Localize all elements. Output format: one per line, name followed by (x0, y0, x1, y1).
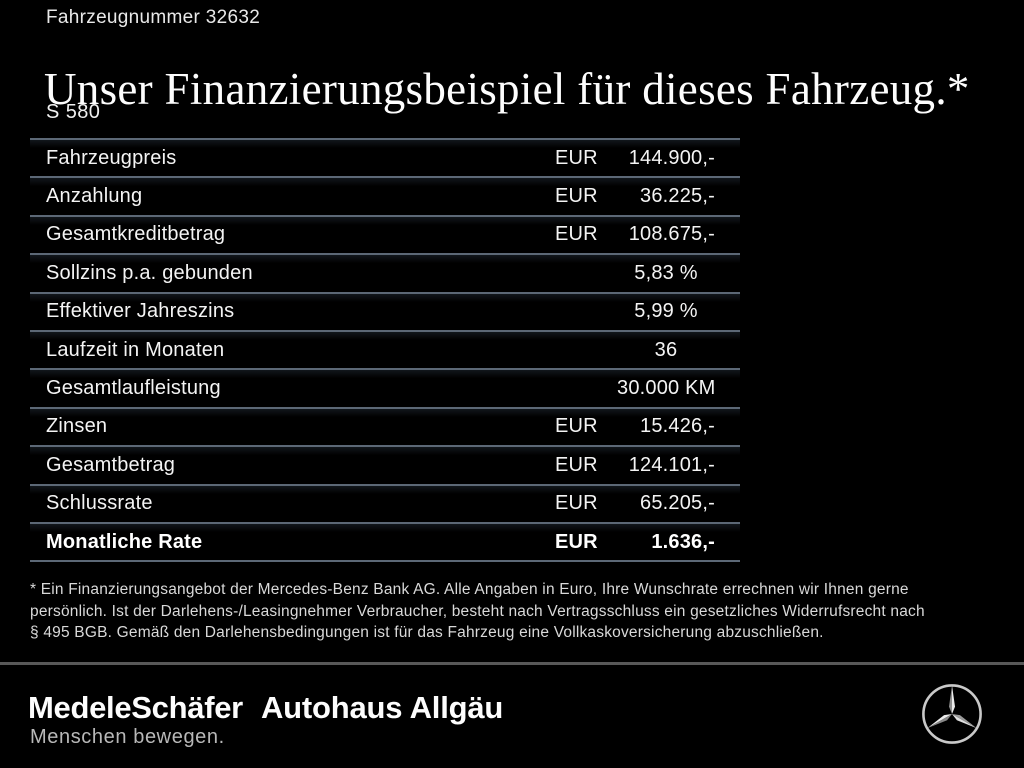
row-value-group: 30.000 KM (555, 377, 740, 400)
table-row: Laufzeit in Monaten 36 (30, 329, 740, 369)
row-currency: EUR (555, 146, 598, 169)
row-value: 124.101,- (628, 453, 715, 476)
row-label: Zinsen (46, 415, 108, 438)
row-value-group: EUR 65.205,- (555, 492, 740, 515)
row-currency: EUR (555, 223, 598, 246)
row-value: 108.675,- (628, 223, 715, 246)
vehicle-number: Fahrzeugnummer 32632 (46, 7, 261, 28)
row-value-group: 5,99 % (555, 300, 740, 323)
table-row: Schlussrate EUR 65.205,- (30, 483, 740, 522)
table-row: Gesamtkreditbetrag EUR 108.675,- (30, 214, 740, 254)
row-value-group: EUR 108.675,- (555, 223, 740, 246)
row-value: 5,99 % (634, 300, 698, 323)
row-currency: EUR (555, 415, 598, 438)
table-row: Zinsen EUR 15.426,- (30, 406, 740, 446)
table-row: Fahrzeugpreis EUR 144.900,- (30, 138, 740, 177)
model-name: S 580 (46, 101, 101, 123)
table-row: Gesamtbetrag EUR 124.101,- (30, 445, 740, 484)
row-value-group: 36 (555, 339, 740, 362)
row-value-group: 5,83 % (555, 262, 740, 285)
row-value: 30.000 KM (617, 377, 716, 400)
row-value: 65.205,- (640, 492, 715, 515)
table-row: Gesamtlaufleistung 30.000 KM (30, 368, 740, 407)
footnote-line: persönlich. Ist der Darlehens-/Leasingne… (30, 602, 925, 620)
row-value: 15.426,- (640, 415, 715, 438)
row-label: Gesamtlaufleistung (46, 377, 221, 400)
table-row: Sollzins p.a. gebunden 5,83 % (30, 253, 740, 292)
row-currency: EUR (555, 492, 598, 515)
row-currency: EUR (555, 185, 598, 208)
mercedes-star-icon (922, 684, 982, 744)
row-label: Schlussrate (46, 492, 153, 515)
table-row: Monatliche Rate EUR 1.636,- (30, 521, 740, 561)
row-value-group: EUR 124.101,- (555, 454, 740, 477)
row-value: 5,83 % (634, 261, 698, 284)
dealer-logo: MedeleSchäfer (28, 690, 243, 725)
row-value-group: EUR 144.900,- (555, 147, 740, 170)
row-value: 36.225,- (640, 185, 715, 208)
row-value-group: EUR 36.225,- (555, 185, 740, 208)
dealer-secondary-logo: Autohaus Allgäu (261, 690, 504, 725)
footnote-line: § 495 BGB. Gemäß den Darlehensbedingunge… (30, 624, 824, 641)
row-value-group: EUR 15.426,- (555, 415, 740, 438)
row-value: 144.900,- (628, 146, 715, 169)
finance-table: Fahrzeugpreis EUR 144.900,- Anzahlung EUR 36.… (30, 138, 740, 563)
row-label: Monatliche Rate (46, 530, 203, 553)
row-label: Anzahlung (46, 185, 143, 208)
footnote-line: * Ein Finanzierungsangebot der Mercedes-… (30, 581, 909, 598)
row-label: Effektiver Jahreszins (46, 300, 235, 323)
row-value: 1.636,- (651, 530, 715, 553)
row-label: Sollzins p.a. gebunden (46, 261, 253, 284)
footer-divider (0, 662, 1024, 665)
footnote: * Ein Finanzierungsangebot der Mercedes-… (30, 579, 990, 644)
row-value-group: EUR 1.636,- (555, 531, 740, 554)
row-label: Laufzeit in Monaten (46, 338, 225, 361)
row-value: 36 (654, 338, 678, 361)
row-label: Gesamtkreditbetrag (46, 223, 226, 246)
table-row: Effektiver Jahreszins 5,99 % (30, 291, 740, 330)
page-title: Unser Finanzierungsbeispiel für dieses F… (44, 64, 970, 115)
row-label: Fahrzeugpreis (46, 146, 177, 169)
row-currency: EUR (555, 530, 598, 553)
row-label: Gesamtbetrag (46, 453, 176, 476)
row-currency: EUR (555, 453, 598, 476)
dealer-tagline: Menschen bewegen. (30, 726, 225, 748)
table-row: Anzahlung EUR 36.225,- (30, 176, 740, 215)
